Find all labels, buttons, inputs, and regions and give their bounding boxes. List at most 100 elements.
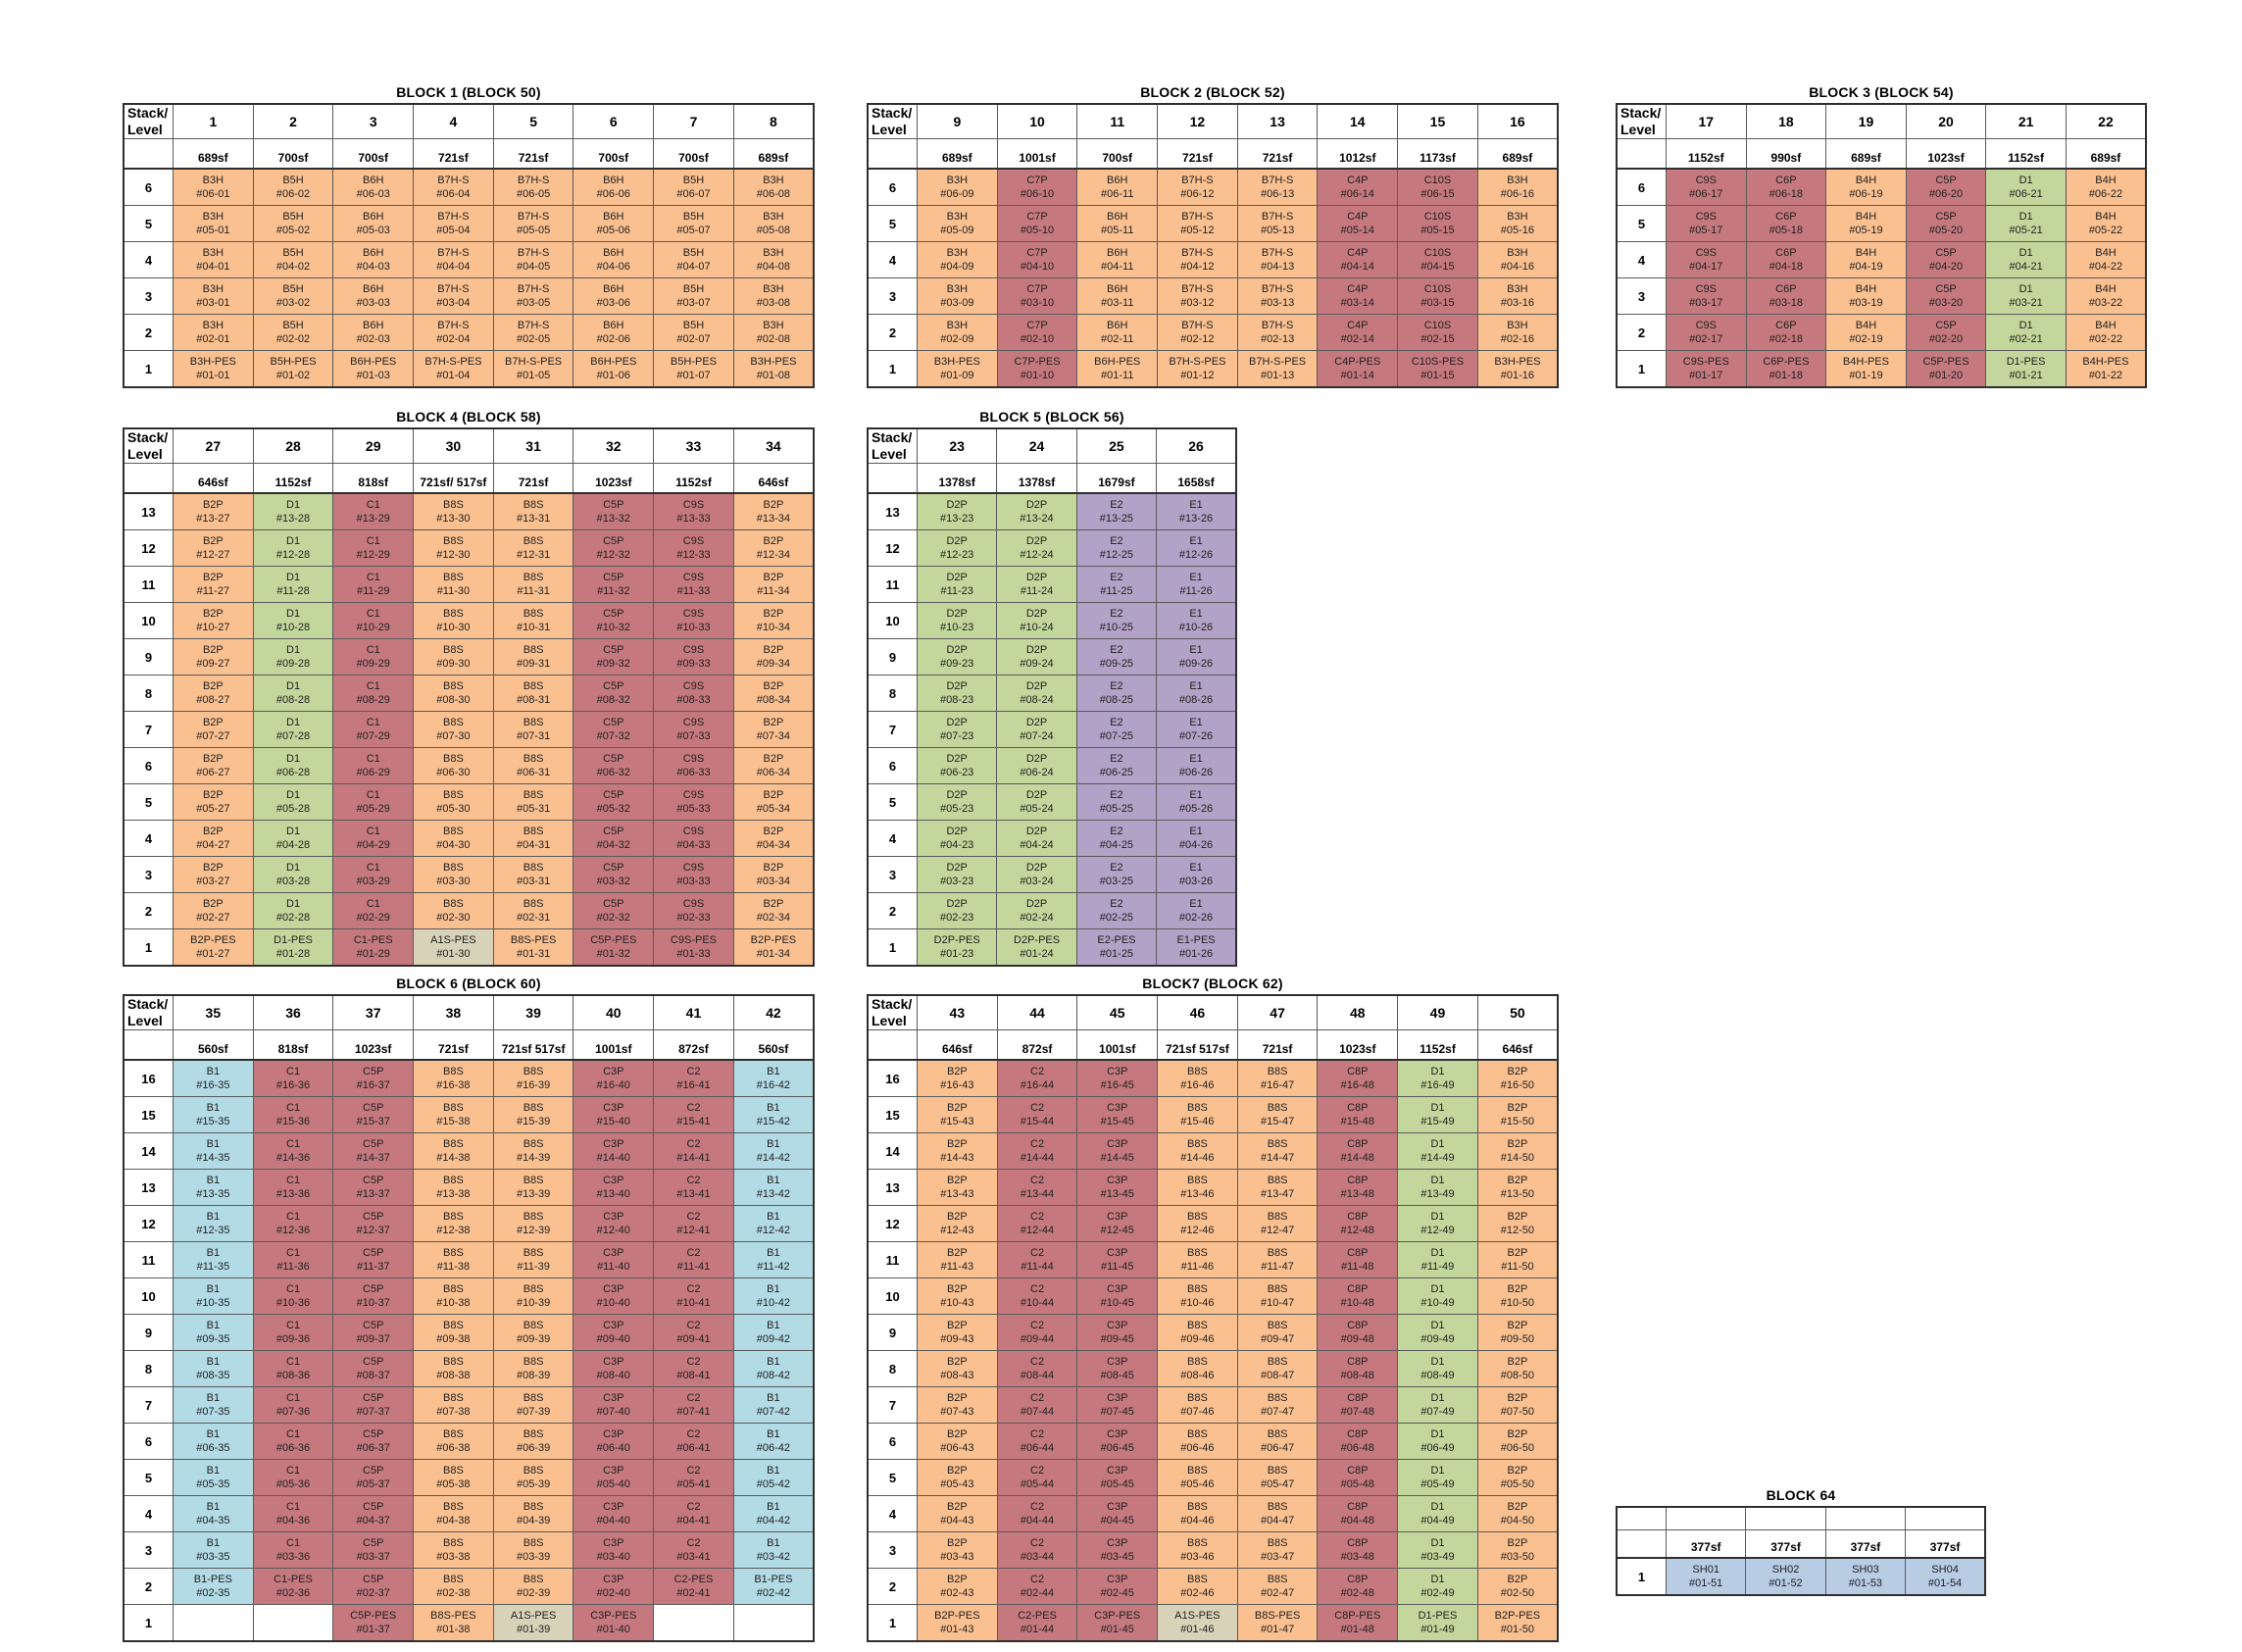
unit-cell: C8P #07-48 (1317, 1386, 1399, 1424)
unit-cell: B8S #04-47 (1236, 1495, 1319, 1532)
unit-type: B2P (1507, 1246, 1528, 1259)
unit-cell: C5P #13-32 (573, 492, 655, 530)
unit-cell: B8S #14-47 (1236, 1132, 1319, 1170)
unit-type: B1 (206, 1319, 221, 1331)
unit-cell: C2 #12-44 (996, 1205, 1078, 1242)
unit-cell: D2P #05-24 (996, 783, 1077, 821)
unit-number: #04-37 (356, 1515, 390, 1527)
unit-cell: B8S #12-31 (492, 529, 574, 567)
unit-cell: D2P #08-23 (916, 675, 998, 712)
unit-type: B6H (603, 246, 624, 259)
unit-type: C5P (603, 534, 624, 547)
unit-type: C8P (1347, 1101, 1369, 1114)
unit-number: #08-37 (356, 1370, 390, 1381)
unit-cell: D1 #08-49 (1397, 1350, 1478, 1387)
unit-number: #01-28 (275, 948, 311, 960)
unit-cell: B1 #05-35 (173, 1459, 254, 1496)
unit-cell: C2 #13-41 (653, 1169, 734, 1206)
unit-cell: C2 #04-41 (653, 1495, 734, 1532)
unit-number: #08-39 (516, 1370, 551, 1381)
block-5-title: BLOCK 5 (BLOCK 56) (979, 409, 1124, 425)
unit-type: C2 (1030, 1210, 1045, 1223)
unit-cell: B5H #04-07 (653, 241, 734, 278)
level-label: 7 (123, 711, 174, 748)
sf-value: 646sf (732, 463, 815, 494)
unit-cell: B8S #06-31 (492, 747, 574, 784)
unit-type: B4H-PES (1842, 355, 1889, 368)
level-row: 11 B2P #11-27 D1 #11-28 C1 #11-29 B8S #11-30 B8S #… (123, 566, 815, 603)
stack-number (1665, 1506, 1747, 1530)
unit-type: B4H (1855, 246, 1877, 259)
unit-type: C5P (363, 1065, 384, 1077)
unit-cell: SH03 #01-53 (1824, 1557, 1907, 1596)
unit-cell: D1 #11-49 (1397, 1241, 1478, 1278)
unit-number: #05-20 (1928, 225, 1964, 236)
unit-number: #06-28 (275, 767, 311, 778)
unit-type: B8S-PES (430, 1609, 476, 1622)
unit-number: #12-38 (436, 1225, 471, 1236)
stack-number: 35 (173, 994, 254, 1030)
unit-number: #06-32 (596, 767, 630, 778)
unit-cell: B7H-S #04-13 (1236, 241, 1319, 278)
unit-type: B6H (1107, 174, 1128, 186)
unit-type: B8S (443, 752, 464, 765)
unit-type: B8S (523, 1319, 544, 1331)
unit-type: C4P-PES (1334, 355, 1381, 368)
unit-type: E2 (1110, 679, 1123, 692)
unit-cell: B8S #05-46 (1157, 1459, 1238, 1496)
unit-number: #14-37 (356, 1152, 390, 1164)
level-row: 3 B3H #03-09 C7P #03-10 B6H #03-11 B7H-S #03-12 B… (867, 277, 1559, 315)
unit-type: B2P (946, 1282, 968, 1295)
unit-type: B8S (523, 1573, 544, 1585)
unit-number: #05-04 (436, 225, 471, 236)
unit-cell: C1 #10-29 (332, 602, 415, 639)
unit-number: #11-29 (357, 585, 390, 597)
unit-cell: C2 #12-41 (653, 1205, 734, 1242)
unit-number: #04-45 (1100, 1515, 1134, 1527)
unit-type: C8P (1347, 1536, 1369, 1549)
stack-header-row: Stack/ Level 23 24 25 26 (867, 427, 1237, 464)
level-row: 8 B2P #08-43 C2 #08-44 C3P #08-45 B8S #08-46 B8S #… (867, 1350, 1559, 1387)
unit-type: C10S (1423, 210, 1452, 223)
unit-cell: C5P #03-37 (332, 1531, 415, 1569)
unit-number: #07-27 (196, 730, 230, 742)
unit-type: B4H-PES (2082, 355, 2129, 368)
unit-type: B7H-S (1181, 246, 1214, 259)
unit-cell: E1 #08-26 (1156, 675, 1237, 712)
stack-number: 15 (1397, 103, 1478, 139)
unit-type: E2 (1110, 752, 1123, 765)
level-row: 5 B3H #05-01 B5H #05-02 B6H #05-03 B7H-S #05-04 B… (123, 205, 815, 242)
unit-type: B2P (202, 643, 224, 656)
unit-cell: B3H #02-16 (1476, 314, 1559, 351)
unit-number: #06-12 (1180, 188, 1215, 200)
sf-value: 560sf (732, 1029, 815, 1061)
unit-type: B6H (363, 319, 384, 331)
unit-cell: B2P #04-50 (1476, 1495, 1559, 1532)
unit-cell: D1 #04-21 (1985, 241, 2067, 278)
unit-type: C8P (1347, 1137, 1369, 1150)
unit-cell: D1 #09-49 (1397, 1314, 1478, 1351)
unit-number: #06-26 (1178, 767, 1214, 778)
unit-number: #11-36 (276, 1261, 310, 1273)
unit-cell: B7H-S #05-04 (413, 205, 494, 242)
sf-value: 689sf (1476, 138, 1559, 170)
unit-cell: C9S #06-17 (1666, 168, 1747, 206)
unit-cell: C3P #05-40 (573, 1459, 655, 1496)
unit-type: B8S (443, 1464, 464, 1477)
level-label: 2 (123, 892, 174, 929)
unit-number: #02-15 (1420, 333, 1455, 345)
unit-number: #12-47 (1260, 1225, 1295, 1236)
unit-type: B2P (202, 607, 224, 620)
unit-cell: B8S #14-39 (492, 1132, 574, 1170)
unit-number: #05-35 (196, 1478, 230, 1490)
unit-type: C2 (686, 1137, 701, 1150)
unit-number: #01-21 (2009, 370, 2043, 381)
unit-type: C1 (366, 716, 380, 728)
unit-number: #09-50 (1500, 1333, 1535, 1345)
unit-cell: B2P #06-43 (917, 1423, 998, 1460)
unit-number: #04-13 (1260, 261, 1295, 273)
level-label: 4 (123, 820, 174, 857)
unit-number: #02-30 (436, 912, 471, 924)
level-label: 2 (123, 1568, 174, 1605)
unit-cell: C8P #08-48 (1317, 1350, 1399, 1387)
